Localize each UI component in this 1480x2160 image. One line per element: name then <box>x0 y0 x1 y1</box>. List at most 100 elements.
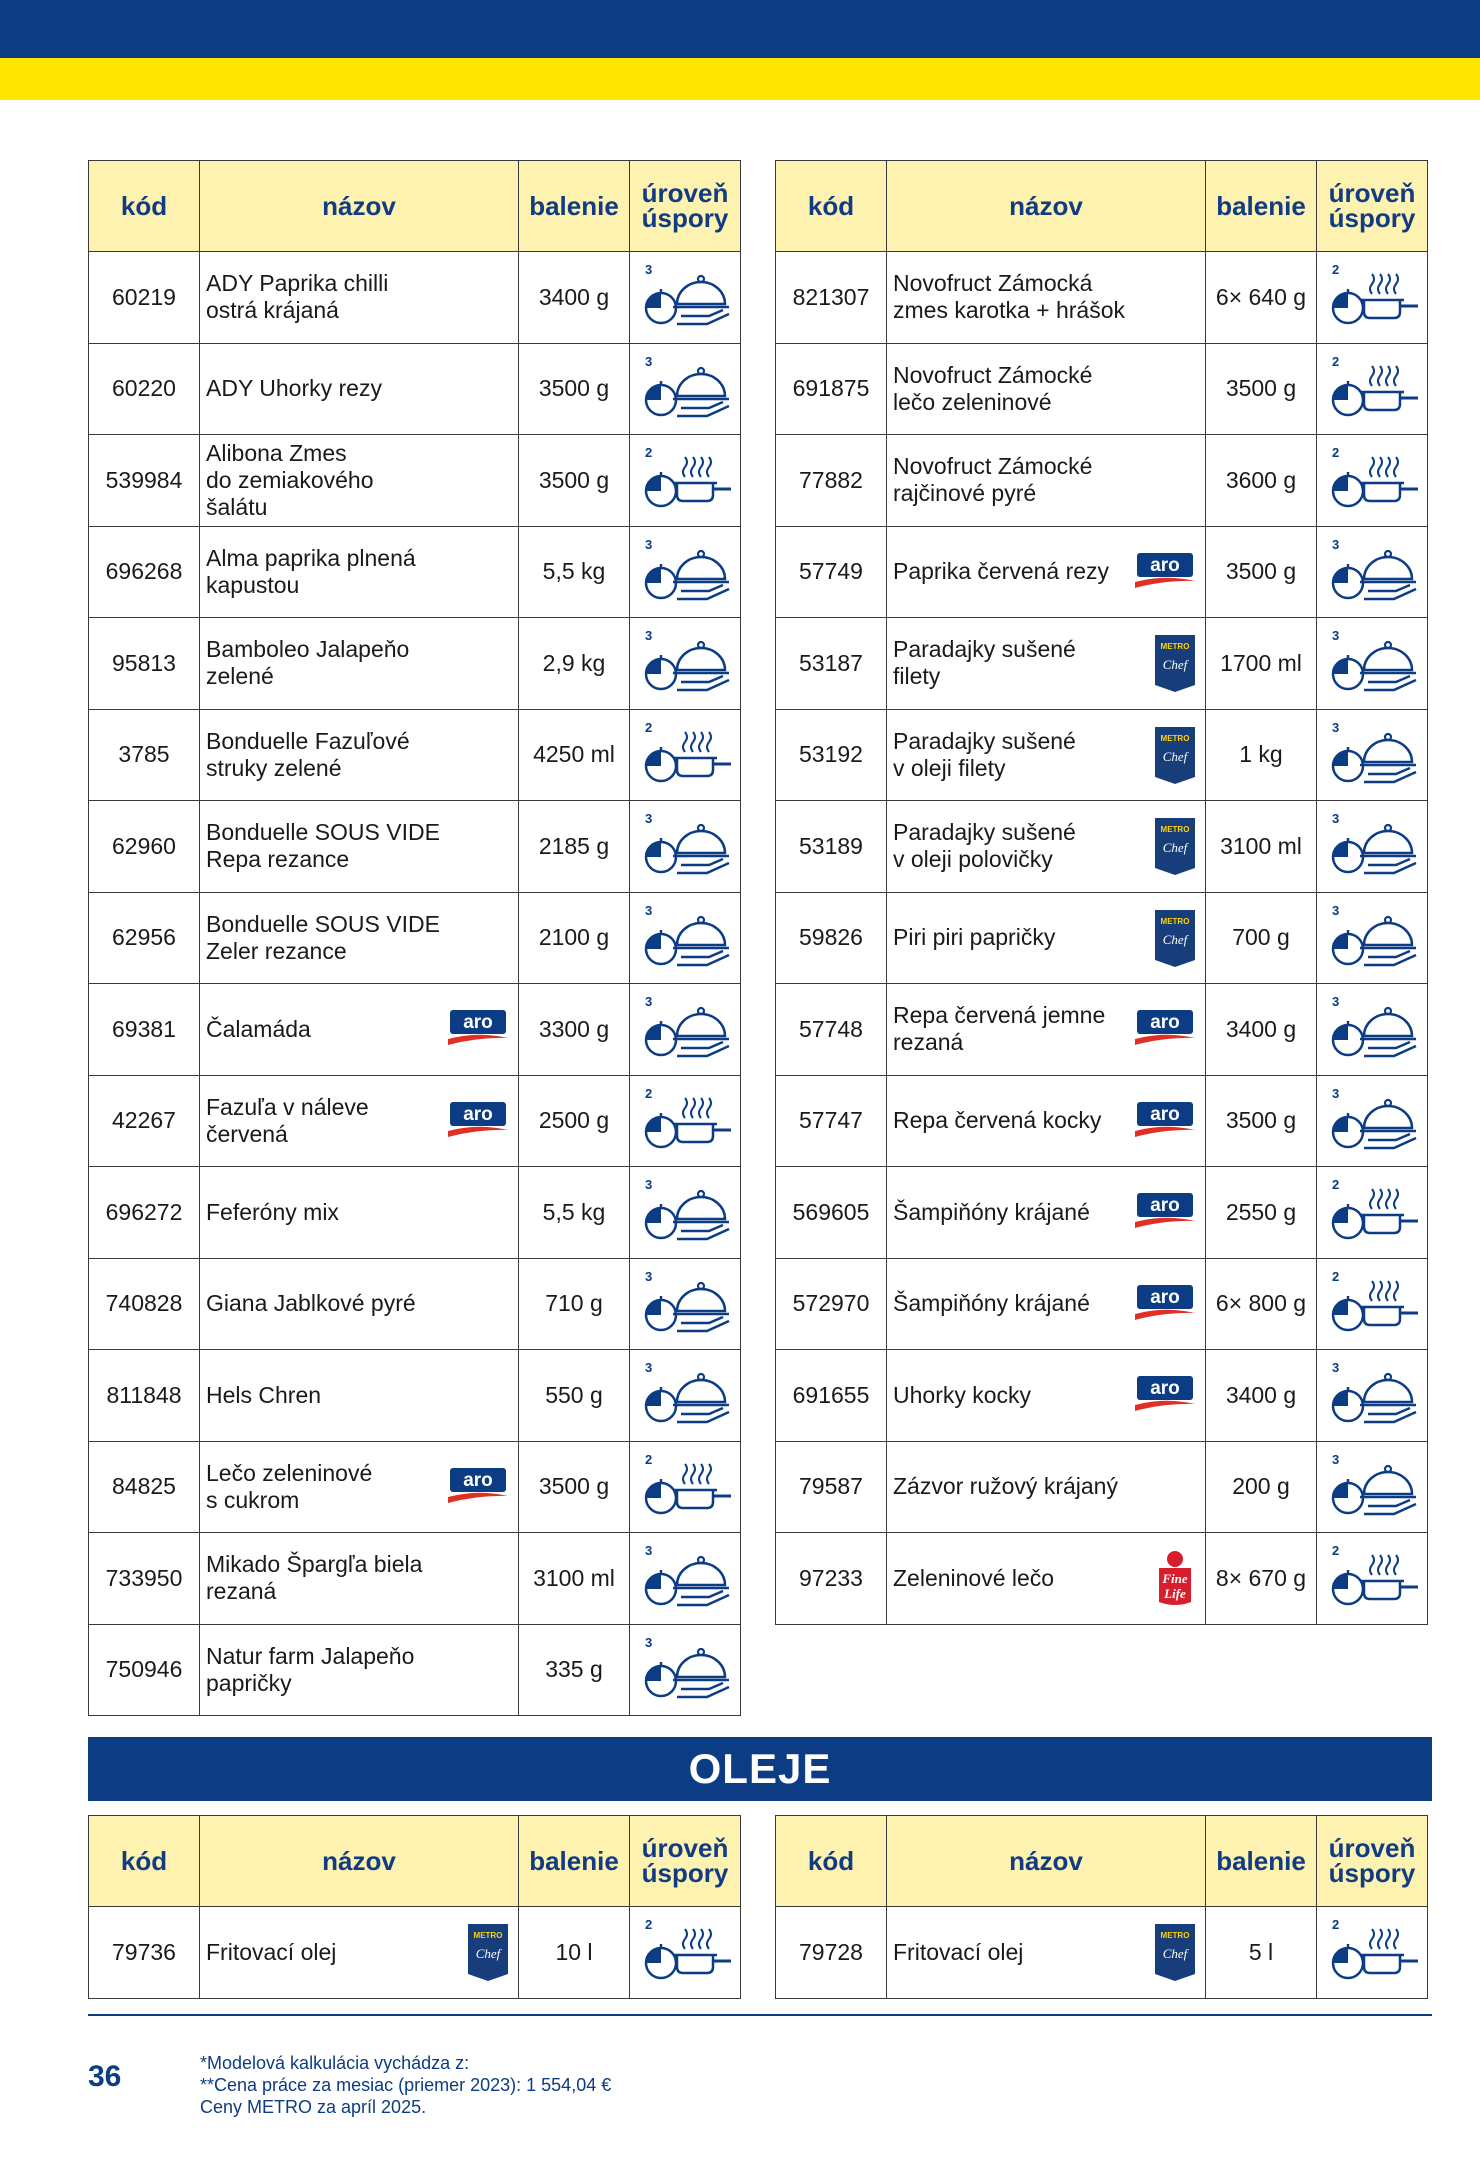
product-name-cell: Uhorky kocky aro <box>886 1349 1206 1442</box>
header-pack: balenie <box>518 1815 630 1907</box>
product-name: Lečo zeleninové s cukrom <box>206 1459 373 1513</box>
table-row: 691655 Uhorky kocky aro 3400 g 3 <box>775 1349 1428 1442</box>
aro-logo: aro <box>448 1010 508 1046</box>
product-name: Alma paprika plnená kapustou <box>206 544 416 598</box>
svg-text:2: 2 <box>1332 262 1339 277</box>
product-code: 59826 <box>775 891 887 984</box>
product-name-cell: Novofruct Zámocké rajčinové pyré <box>886 434 1206 527</box>
svg-text:2: 2 <box>645 1086 652 1101</box>
svg-text:3: 3 <box>645 994 652 1009</box>
oils-table-right: kód názov balenie úroveň úspory 79728 Fri… <box>775 1815 1428 1999</box>
pan-steam-icon: 2 <box>644 1917 731 1980</box>
product-name-cell: Paradajky sušené v oleji filety METRO Chef <box>886 708 1206 801</box>
brand-logo: METRO Chef <box>1153 725 1197 785</box>
svg-text:METRO: METRO <box>1161 825 1190 834</box>
product-name-cell: Fritovací olej METRO Chef <box>199 1906 519 1999</box>
header-pack: balenie <box>1205 160 1317 252</box>
header-name: názov <box>199 160 519 252</box>
product-name-wrap: Bamboleo Jalapeňo zelené <box>200 618 518 709</box>
brand-logo: aro <box>446 1465 510 1509</box>
svg-text:aro: aro <box>1150 1012 1180 1033</box>
brand-logo: aro <box>446 1099 510 1143</box>
product-name: Uhorky kocky <box>893 1381 1032 1408</box>
cloche-hand-icon: 3 <box>1331 1086 1417 1149</box>
table-row: 569605 Šampiňóny krájané aro 2550 g 2 <box>775 1166 1428 1259</box>
product-name-cell: Lečo zeleninové s cukrom aro <box>199 1440 519 1533</box>
product-name-wrap: Bonduelle Fazuľové struky zelené <box>200 710 518 801</box>
product-name-wrap: Šampiňóny krájané aro <box>887 1259 1205 1350</box>
svg-text:3: 3 <box>645 262 652 277</box>
aro-logo: aro <box>1135 1376 1195 1412</box>
product-pack: 3500 g <box>518 434 630 527</box>
svg-text:2: 2 <box>645 445 652 460</box>
svg-text:3: 3 <box>645 354 652 369</box>
product-name-wrap: ADY Uhorky rezy <box>200 344 518 435</box>
product-pack: 200 g <box>1205 1440 1317 1533</box>
svg-text:Life: Life <box>1163 1586 1186 1601</box>
table-row: 77882 Novofruct Zámocké rajčinové pyré 360… <box>775 434 1428 527</box>
savings-level: 2 <box>629 434 741 527</box>
product-name-cell: Bonduelle SOUS VIDE Zeler rezance <box>199 891 519 984</box>
product-name-cell: Paradajky sušené v oleji polovičky METRO C… <box>886 800 1206 893</box>
product-code: 79587 <box>775 1440 887 1533</box>
product-name-wrap: Alibona Zmes do zemiakového šalátu <box>200 435 518 526</box>
product-code: 53192 <box>775 708 887 801</box>
aro-logo: aro <box>448 1101 508 1137</box>
header-level: úroveň úspory <box>1316 160 1428 252</box>
aro-logo: aro <box>1135 552 1195 588</box>
pan-steam-icon: 2 <box>644 720 731 782</box>
product-pack: 335 g <box>518 1623 630 1716</box>
product-name-wrap: Šampiňóny krájané aro <box>887 1167 1205 1258</box>
svg-text:Chef: Chef <box>1163 932 1190 947</box>
savings-level: 3 <box>629 800 741 893</box>
pan-steam-icon: 2 <box>644 1086 731 1148</box>
product-name-wrap: Natur farm Jalapeňo papričky <box>200 1625 518 1716</box>
svg-text:3: 3 <box>645 537 652 552</box>
brand-logo: METRO Chef <box>1153 633 1197 693</box>
savings-level: 2 <box>1316 342 1428 435</box>
savings-level: 2 <box>1316 1166 1428 1259</box>
svg-text:METRO: METRO <box>1161 917 1190 926</box>
cloche-hand-icon: 3 <box>1331 1360 1417 1424</box>
cloche-hand-icon: 3 <box>644 537 730 600</box>
savings-level: 3 <box>629 1166 741 1259</box>
product-code: 750946 <box>88 1623 200 1716</box>
svg-text:2: 2 <box>1332 445 1339 460</box>
product-name: Paradajky sušené v oleji filety <box>893 727 1076 781</box>
product-pack: 4250 ml <box>518 708 630 801</box>
savings-level: 3 <box>1316 708 1428 801</box>
svg-text:3: 3 <box>645 811 652 826</box>
pan-steam-icon: 2 <box>644 445 731 508</box>
table-row: 57749 Paprika červená rezy aro 3500 g 3 <box>775 525 1428 618</box>
product-pack: 710 g <box>518 1257 630 1350</box>
brand-logo: aro <box>1133 550 1197 594</box>
product-name: Fritovací olej <box>206 1938 337 1965</box>
product-pack: 5 l <box>1205 1906 1317 1999</box>
product-code: 733950 <box>88 1532 200 1625</box>
product-code: 62960 <box>88 800 200 893</box>
product-name-cell: Paprika červená rezy aro <box>886 525 1206 618</box>
metro-chef-logo: METRO Chef <box>1155 1924 1195 1982</box>
svg-text:2: 2 <box>645 1452 652 1467</box>
table-row: 79736 Fritovací olej METRO Chef 10 l 2 <box>88 1906 741 1999</box>
savings-level: 2 <box>1316 1906 1428 1999</box>
footer-divider <box>88 2014 1432 2016</box>
savings-level: 2 <box>629 708 741 801</box>
metro-chef-logo: METRO Chef <box>1155 818 1195 876</box>
product-code: 572970 <box>775 1257 887 1350</box>
product-name-wrap: Zeleninové lečo Fine Life <box>887 1533 1205 1624</box>
savings-level: 2 <box>1316 251 1428 344</box>
table-row: 95813 Bamboleo Jalapeňo zelené 2,9 kg 3 <box>88 617 741 710</box>
product-name-wrap: Uhorky kocky aro <box>887 1350 1205 1441</box>
cloche-hand-icon: 3 <box>644 1543 730 1607</box>
product-code: 691655 <box>775 1349 887 1442</box>
product-code: 53187 <box>775 617 887 710</box>
savings-level: 3 <box>629 251 741 344</box>
savings-level: 3 <box>1316 1440 1428 1533</box>
cloche-hand-icon: 3 <box>1331 537 1417 600</box>
brand-logo: aro <box>1133 1099 1197 1143</box>
cloche-hand-icon: 3 <box>1331 994 1417 1058</box>
brand-logo: METRO Chef <box>466 1922 510 1982</box>
product-code: 539984 <box>88 434 200 527</box>
product-pack: 1 kg <box>1205 708 1317 801</box>
